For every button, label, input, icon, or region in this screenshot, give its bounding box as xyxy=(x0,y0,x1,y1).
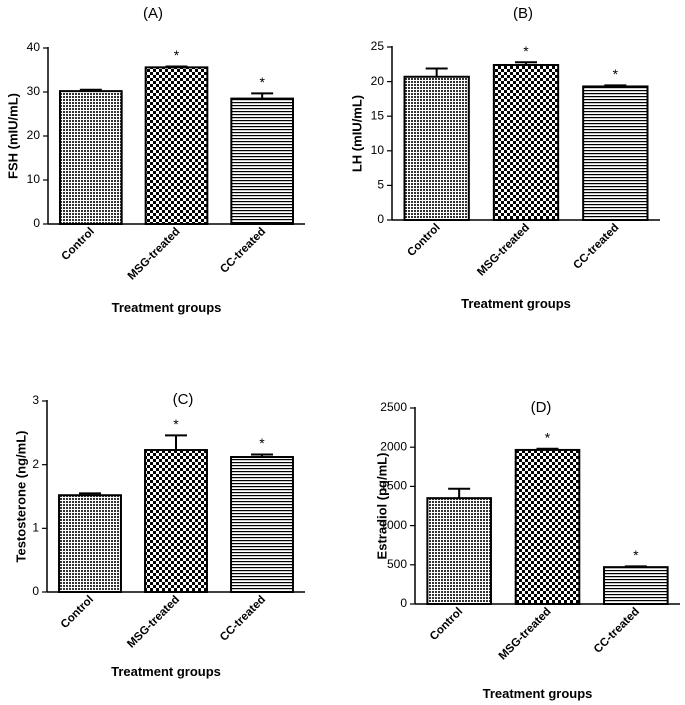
category-label: MSG-treated xyxy=(126,226,183,283)
y-tick-label: 10 xyxy=(371,143,385,157)
x-axis-title: Treatment groups xyxy=(111,664,221,679)
y-tick-label: 2 xyxy=(32,457,39,471)
bar-cc-treated xyxy=(230,97,295,225)
panel-label: (A) xyxy=(143,5,163,22)
y-tick-label: 0 xyxy=(32,584,39,598)
chart-panel-c: (C) Control * MSG-treated * CC-treated 0 1 2 3 Tes… xyxy=(13,391,305,679)
category-label: Control xyxy=(59,594,96,631)
significance-star: * xyxy=(523,43,529,59)
y-tick-label: 2000 xyxy=(380,439,407,453)
x-axis-title: Treatment groups xyxy=(112,300,222,315)
charts-layer: (A)Control*MSG-treated*CC-treated0102030… xyxy=(5,5,680,701)
y-tick-label: 30 xyxy=(27,84,41,98)
category-label: CC-treated xyxy=(218,226,268,276)
y-tick-label: 1000 xyxy=(380,518,407,532)
y-tick-label: 5 xyxy=(377,178,384,192)
bar-msg-treated xyxy=(514,448,581,605)
x-axis-title: Treatment groups xyxy=(461,296,571,311)
panel-label: (C) xyxy=(173,391,194,408)
category-label: MSG-treated xyxy=(125,594,182,651)
bar-cc-treated xyxy=(603,566,669,605)
category-label: CC-treated xyxy=(218,594,268,644)
y-tick-label: 0 xyxy=(377,212,384,226)
bar-control xyxy=(58,494,122,593)
significance-star: * xyxy=(259,74,265,90)
chart-panel-d: (D) Control * MSG-treated * CC-treated 0 500 100… xyxy=(374,399,680,701)
y-axis-title: LH (mIU/mL) xyxy=(349,95,364,172)
significance-star: * xyxy=(173,416,179,432)
y-axis-title: Testosterone (ng/mL) xyxy=(13,431,28,563)
y-tick-label: 20 xyxy=(371,74,385,88)
panel-label: (D) xyxy=(531,399,552,416)
bar-control xyxy=(403,75,470,221)
y-tick-label: 1 xyxy=(32,521,39,535)
y-tick-label: 3 xyxy=(32,393,39,407)
significance-star: * xyxy=(545,429,551,445)
y-tick-label: 20 xyxy=(27,128,41,142)
bar-msg-treated xyxy=(492,63,560,221)
bar-msg-treated xyxy=(144,449,208,594)
significance-star: * xyxy=(613,66,619,82)
chart-panel-b: (B) Control * MSG-treated * CC-treated 0 5 10 15 2… xyxy=(349,5,660,311)
category-label: Control xyxy=(405,222,442,259)
significance-star: * xyxy=(259,435,265,451)
category-label: CC-treated xyxy=(592,606,642,656)
y-tick-label: 10 xyxy=(27,172,41,186)
x-axis-title: Treatment groups xyxy=(483,686,593,701)
chart-panel-a: (A) Control * MSG-treated * CC-treated 0 10 20 30… xyxy=(5,5,305,315)
category-label: MSG-treated xyxy=(497,606,554,663)
y-tick-label: 1500 xyxy=(380,479,407,493)
bar-msg-treated xyxy=(144,66,209,225)
y-tick-label: 40 xyxy=(27,40,41,54)
category-label: MSG-treated xyxy=(475,222,532,279)
y-axis-title: FSH (mIU/mL) xyxy=(5,93,20,179)
category-label: CC-treated xyxy=(571,222,621,272)
significance-star: * xyxy=(174,47,180,63)
category-label: Control xyxy=(428,606,465,643)
category-label: Control xyxy=(60,226,97,263)
panel-label: (B) xyxy=(513,5,533,22)
significance-star: * xyxy=(633,547,639,563)
y-tick-label: 15 xyxy=(371,108,385,122)
y-tick-label: 0 xyxy=(33,216,40,230)
bar-control xyxy=(426,497,492,605)
y-tick-label: 25 xyxy=(371,39,385,53)
y-axis-title: Estradiol (pg/mL) xyxy=(374,453,389,560)
bar-cc-treated xyxy=(582,85,649,221)
bar-cc-treated xyxy=(230,456,294,593)
y-tick-label: 0 xyxy=(400,596,407,610)
bar-control xyxy=(58,90,123,226)
y-tick-label: 500 xyxy=(387,557,407,571)
y-tick-label: 2500 xyxy=(380,400,407,414)
